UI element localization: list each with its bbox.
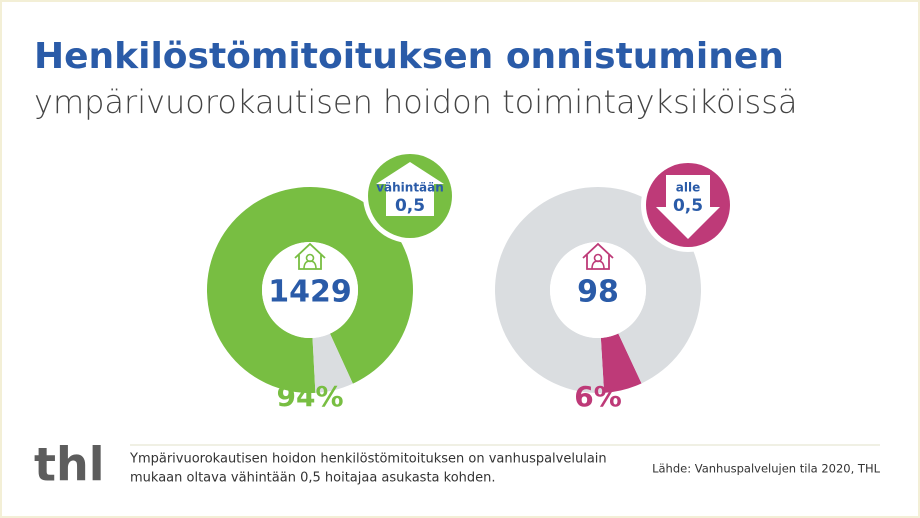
donut-segment: [495, 187, 701, 393]
center-disc: [550, 242, 646, 338]
count: 98: [577, 275, 619, 310]
badge-value: 0,5: [395, 196, 425, 216]
house-icon: [294, 242, 326, 270]
subtitle: ympärivuorokautisen hoidon toimintayksik…: [34, 83, 797, 121]
center-disc: [262, 242, 358, 338]
percent-label: 94%: [276, 380, 343, 413]
badge-label: alle: [676, 181, 700, 195]
badge-arrow: [656, 175, 720, 239]
badge-value: 0,5: [673, 196, 703, 216]
badge-arrow: [376, 162, 444, 216]
note: Ympärivuorokautisen hoidon henkilöstömit…: [129, 452, 607, 467]
person-icon: [591, 260, 605, 270]
source: Lähde: Vanhuspalvelujen tila 2020, THL: [652, 462, 880, 476]
badge-label: vähintään: [376, 181, 444, 195]
donut-segment: [207, 187, 413, 393]
percent-label: 6%: [574, 380, 622, 413]
note: mukaan oltava vähintään 0,5 hoitajaa asu…: [130, 471, 496, 486]
title: Henkilöstömitoituksen onnistuminen: [34, 36, 784, 77]
person-icon: [303, 260, 317, 270]
donut-segment: [312, 333, 353, 393]
donut-segment: [600, 333, 642, 393]
logo: thl: [34, 438, 105, 492]
house-icon: [582, 242, 614, 270]
count: 1429: [268, 275, 352, 310]
